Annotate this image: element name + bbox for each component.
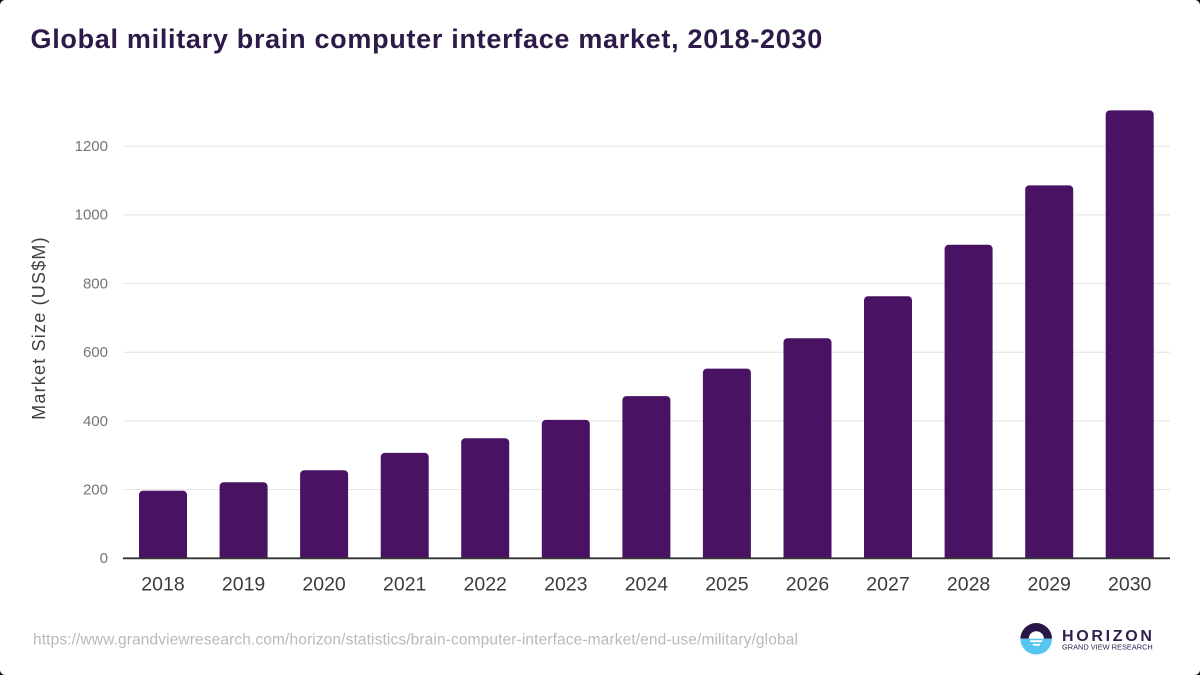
svg-text:600: 600 bbox=[83, 344, 108, 361]
svg-text:2030: 2030 bbox=[1108, 574, 1152, 596]
svg-text:2019: 2019 bbox=[222, 574, 265, 596]
svg-text:2027: 2027 bbox=[866, 574, 909, 596]
svg-text:2025: 2025 bbox=[705, 574, 749, 596]
svg-text:1200: 1200 bbox=[75, 138, 108, 155]
svg-text:Global military brain computer: Global military brain computer interface… bbox=[31, 24, 823, 54]
svg-text:2023: 2023 bbox=[544, 574, 587, 596]
svg-text:2028: 2028 bbox=[947, 574, 990, 596]
svg-text:200: 200 bbox=[83, 481, 108, 498]
svg-text:2020: 2020 bbox=[302, 574, 346, 596]
svg-text:0: 0 bbox=[100, 550, 108, 567]
svg-text:2024: 2024 bbox=[625, 574, 669, 596]
svg-text:2018: 2018 bbox=[141, 574, 184, 596]
svg-text:400: 400 bbox=[83, 413, 108, 430]
svg-text:1000: 1000 bbox=[75, 207, 108, 224]
svg-text:2029: 2029 bbox=[1028, 574, 1071, 596]
svg-text:Market Size (US$M): Market Size (US$M) bbox=[29, 236, 49, 420]
svg-text:2026: 2026 bbox=[786, 574, 829, 596]
svg-text:HORIZON: HORIZON bbox=[1062, 628, 1155, 645]
svg-text:GRAND VIEW RESEARCH: GRAND VIEW RESEARCH bbox=[1062, 643, 1153, 652]
svg-text:2022: 2022 bbox=[464, 574, 507, 596]
svg-text:2021: 2021 bbox=[383, 574, 426, 596]
svg-text:800: 800 bbox=[83, 275, 108, 292]
svg-text:https://www.grandviewresearch.: https://www.grandviewresearch.com/horizo… bbox=[33, 632, 798, 649]
